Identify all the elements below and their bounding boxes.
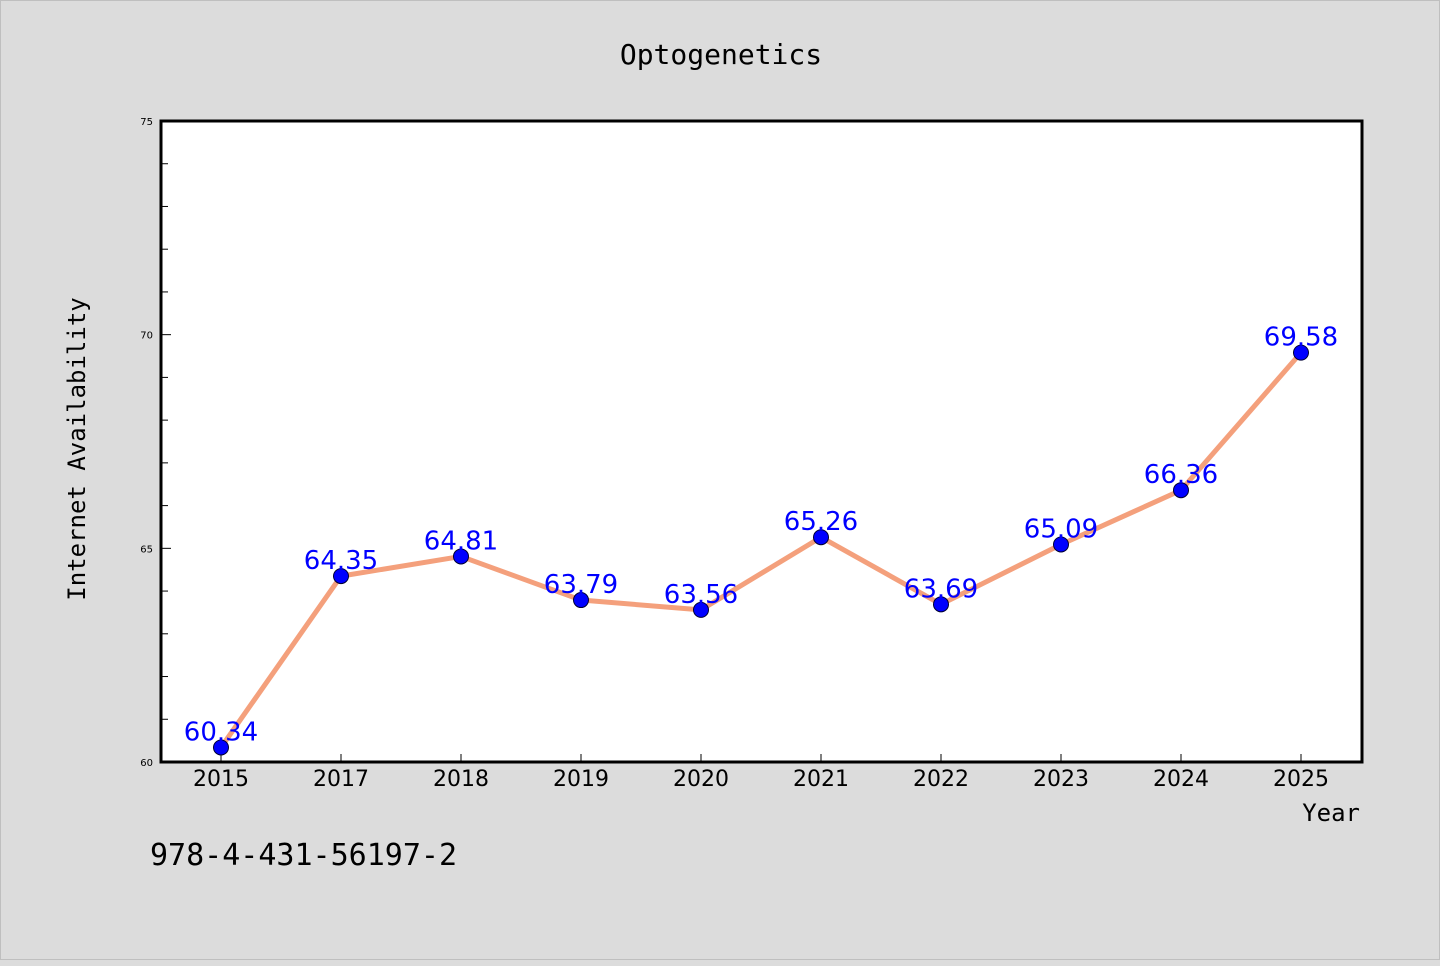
x-tick-label: 2020 xyxy=(673,767,729,792)
x-tick-label: 2025 xyxy=(1273,767,1329,792)
y-tick-label: 75 xyxy=(140,117,153,128)
data-labels: 60.34 64.35 64.81 63.79 63.56 65.26 63.69 65.09… xyxy=(184,323,1338,748)
data-label: 64.35 xyxy=(304,546,378,576)
x-tick-label: 2022 xyxy=(913,767,969,792)
data-point xyxy=(1293,344,1309,361)
data-label: 69.58 xyxy=(1264,323,1338,353)
y-tick-label: 70 xyxy=(140,331,153,342)
x-tick-label: 2021 xyxy=(793,767,849,792)
data-points xyxy=(213,344,1309,756)
x-tick-label: 2024 xyxy=(1153,767,1209,792)
data-label: 63.56 xyxy=(664,580,738,610)
data-point xyxy=(573,592,589,609)
x-tick-label: 2018 xyxy=(433,767,489,792)
data-point xyxy=(933,596,949,613)
data-label: 65.09 xyxy=(1024,514,1098,544)
x-tick-label: 2023 xyxy=(1033,767,1089,792)
y-axis-ticks: 60 65 70 75 xyxy=(140,117,153,769)
data-point xyxy=(1053,536,1069,553)
data-label: 65.26 xyxy=(784,507,858,537)
data-point xyxy=(453,548,469,565)
footnote-isbn: 978-4-431-56197-2 xyxy=(150,838,457,873)
x-axis-ticks: 2015 2017 2018 2019 2020 2021 2022 2023 2024 2025 xyxy=(193,754,1329,792)
x-tick-label: 2019 xyxy=(553,767,609,792)
data-label: 66.36 xyxy=(1144,460,1218,490)
data-point xyxy=(1173,482,1189,499)
x-axis-label: Year xyxy=(1302,799,1360,827)
data-label: 60.34 xyxy=(184,717,258,747)
x-tick-label: 2017 xyxy=(313,767,369,792)
data-point xyxy=(333,568,349,585)
series-line xyxy=(218,350,1304,750)
data-point xyxy=(213,739,229,756)
y-minor-ticks xyxy=(161,120,171,763)
data-label: 64.81 xyxy=(424,526,498,556)
y-tick-label: 65 xyxy=(140,544,153,555)
data-label: 63.79 xyxy=(544,570,618,600)
x-tick-label: 2015 xyxy=(193,767,249,792)
y-axis-label: Internet Availability xyxy=(63,297,91,600)
data-label: 63.69 xyxy=(904,574,978,604)
y-tick-label: 60 xyxy=(140,758,153,769)
data-point xyxy=(813,529,829,546)
chart-title: Optogenetics xyxy=(620,38,822,71)
plot-area xyxy=(159,119,1364,764)
data-point xyxy=(693,601,709,618)
